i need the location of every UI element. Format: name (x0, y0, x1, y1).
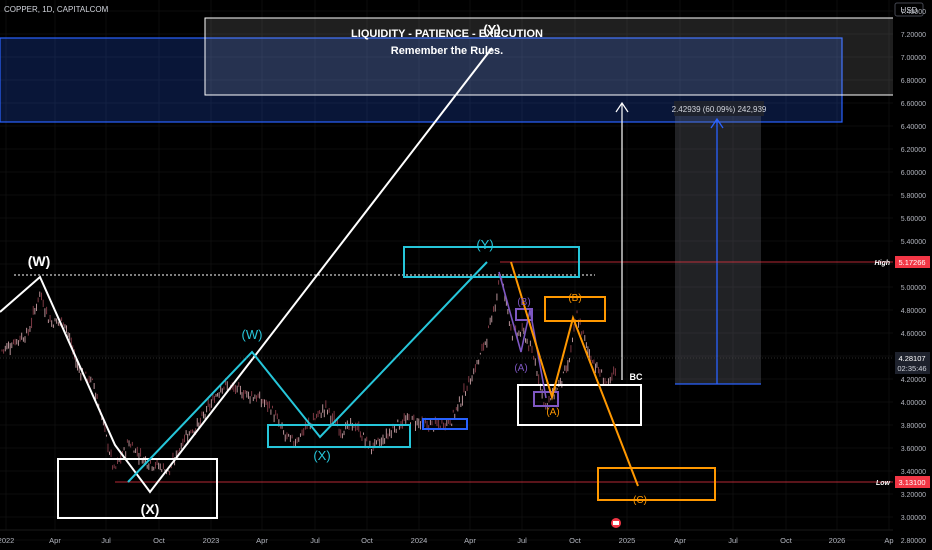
time-tick-label: Oct (153, 536, 166, 545)
purple-a-box (533, 391, 559, 407)
bc-label: BC (630, 372, 643, 382)
time-axis[interactable]: 2022 Apr Jul Oct 2023 Apr Jul Oct 2024 Apr Jul Oct 2… (0, 529, 894, 545)
price-tick-label: 6.40000 (901, 124, 926, 131)
time-tick-label: Oct (780, 536, 793, 545)
event-flag-icon[interactable] (611, 518, 621, 528)
price-tick-label: 3.40000 (901, 469, 926, 476)
measure-zone (675, 112, 761, 384)
time-tick-label: Apr (464, 536, 476, 545)
price-tick-label: 3.80000 (901, 423, 926, 430)
measure-label: 2.42939 (60.09%) 242,939 (672, 105, 767, 114)
price-tick-label: 5.40000 (901, 239, 926, 246)
price-tick-label: 6.00000 (901, 170, 926, 177)
countdown-value: 02:35:46 (897, 364, 926, 373)
time-tick-label: 2022 (0, 536, 14, 545)
white-x-box (57, 458, 218, 519)
white-wave-path (0, 47, 493, 494)
time-tick-label: Jul (101, 536, 111, 545)
high-label: High (874, 260, 890, 267)
price-tick-label: 6.80000 (901, 78, 926, 85)
low-value: 3.13100 (898, 478, 925, 487)
time-tick-label: Jul (310, 536, 320, 545)
banner-line-2: Remember the Rules. (391, 45, 503, 57)
cyan-x-box (267, 424, 411, 448)
low-tag (895, 476, 930, 488)
price-tick-label: 7.40000 (901, 9, 926, 16)
time-tick-label: 2026 (829, 536, 846, 545)
price-tick-label: 5.00000 (901, 285, 926, 292)
white-w-label: (W) (28, 253, 51, 269)
time-tick-label: Apr (256, 536, 268, 545)
price-tick-label: 6.20000 (901, 147, 926, 154)
price-tick-label: 7.20000 (901, 32, 926, 39)
orange-c-box (597, 467, 716, 501)
banner-line-1: LIQUIDITY - PATIENCE - EXECUTION (351, 28, 543, 40)
bc-box (517, 384, 642, 426)
low-label: Low (876, 480, 891, 487)
price-tick-label: 4.00000 (901, 400, 926, 407)
price-tick-label: 4.20000 (901, 377, 926, 384)
orange-wave-path (510, 261, 639, 487)
price-tick-label: 5.80000 (901, 193, 926, 200)
price-axis[interactable]: USD 7.40000 7.20000 7.00000 6.80000 6.60000 6… (874, 0, 932, 550)
cyan-x-label: (X) (313, 448, 330, 463)
time-tick-label: Ap (884, 536, 893, 545)
white-y-label: (Y) (483, 22, 500, 37)
time-ticks: 2022 Apr Jul Oct 2023 Apr Jul Oct 2024 Apr Jul Oct 2… (0, 536, 894, 545)
time-tick-label: Oct (361, 536, 374, 545)
orange-a-label: (A) (546, 407, 559, 418)
price-tick-label: 6.60000 (901, 101, 926, 108)
blue-small-box (422, 418, 468, 430)
time-tick-label: Oct (569, 536, 582, 545)
price-tick-label: 2.80000 (901, 538, 926, 545)
time-tick-label: Apr (49, 536, 61, 545)
cyan-wave-path (127, 261, 488, 483)
price-tick-label: 3.00000 (901, 515, 926, 522)
time-tick-label: 2023 (203, 536, 220, 545)
measure-arrowhead (710, 117, 724, 129)
chart-grid (0, 0, 893, 541)
purple-b-label: (B) (517, 297, 530, 308)
price-ticks: 7.40000 7.20000 7.00000 6.80000 6.60000 6.400… (901, 9, 926, 545)
price-tick-label: 4.60000 (901, 331, 926, 338)
last-price-value: 4.28107 (898, 354, 925, 363)
orange-c-label: (C) (633, 495, 647, 506)
currency-button[interactable] (894, 2, 924, 17)
purple-b-box (515, 308, 533, 321)
high-tag (895, 256, 930, 268)
orange-b-label: (B) (568, 293, 581, 304)
time-tick-label: Jul (517, 536, 527, 545)
white-x-label: (X) (141, 501, 160, 517)
time-tick-label: 2025 (619, 536, 636, 545)
high-value: 5.17266 (898, 258, 925, 267)
time-tick-label: Apr (674, 536, 686, 545)
last-price-tag (895, 352, 930, 374)
price-tick-label: 5.60000 (901, 216, 926, 223)
cyan-y-label: (Y) (476, 237, 493, 252)
orange-b-box (544, 296, 606, 322)
symbol-header[interactable]: COPPER, 1D, CAPITALCOM (4, 5, 109, 14)
cyan-y-box (403, 246, 580, 278)
banner-box (204, 17, 893, 96)
price-tick-label: 3.20000 (901, 492, 926, 499)
white-wave-rise (115, 445, 128, 480)
purple-a-label: (A) (514, 363, 527, 374)
price-tick-label: 4.80000 (901, 308, 926, 315)
currency-label: USD (901, 6, 918, 15)
time-tick-label: 2024 (411, 536, 428, 545)
cyan-w-label: (W) (242, 327, 263, 342)
price-tick-label: 3.60000 (901, 446, 926, 453)
measure-label-bg (674, 101, 764, 116)
white-target-arrowhead (615, 101, 629, 113)
price-tick-label: 7.00000 (901, 55, 926, 62)
time-tick-label: Jul (728, 536, 738, 545)
